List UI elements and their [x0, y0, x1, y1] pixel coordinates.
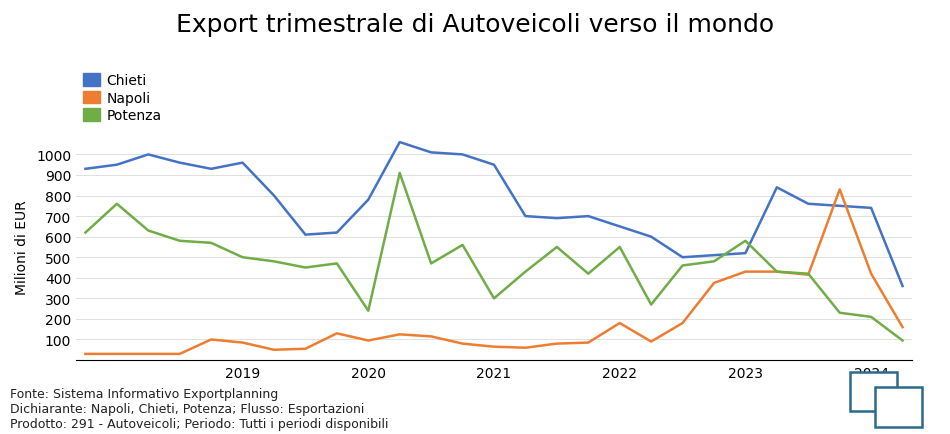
- Chieti: [174, 161, 185, 166]
- Chieti: [709, 253, 720, 258]
- Napoli: [457, 341, 468, 346]
- Potenza: [897, 338, 908, 343]
- Chieti: [614, 224, 625, 230]
- Napoli: [676, 321, 688, 326]
- Chieti: [268, 194, 279, 199]
- Potenza: [676, 263, 688, 269]
- Napoli: [551, 341, 562, 346]
- Potenza: [771, 270, 783, 275]
- Napoli: [174, 352, 185, 357]
- Napoli: [394, 332, 406, 337]
- Potenza: [111, 202, 123, 207]
- Potenza: [582, 271, 594, 276]
- Potenza: [268, 259, 279, 264]
- Potenza: [80, 230, 91, 236]
- Chieti: [111, 163, 123, 168]
- Line: Potenza: Potenza: [86, 174, 902, 341]
- Text: Fonte: Sistema Informativo Exportplanning
Dichiarante: Napoli, Chieti, Potenza; : Fonte: Sistema Informativo Exportplannin…: [10, 387, 388, 430]
- Potenza: [614, 245, 625, 250]
- Potenza: [363, 309, 374, 314]
- Chieti: [332, 230, 343, 236]
- Chieti: [394, 140, 406, 145]
- Chieti: [676, 255, 688, 260]
- Chieti: [740, 251, 751, 256]
- Potenza: [709, 259, 720, 264]
- Chieti: [803, 202, 814, 207]
- FancyBboxPatch shape: [876, 387, 922, 427]
- Napoli: [582, 340, 594, 345]
- Chieti: [80, 167, 91, 172]
- Potenza: [174, 239, 185, 244]
- Napoli: [300, 346, 312, 352]
- Napoli: [488, 344, 500, 349]
- Napoli: [740, 270, 751, 275]
- Potenza: [205, 241, 217, 246]
- Chieti: [457, 152, 468, 158]
- Napoli: [709, 281, 720, 286]
- Napoli: [645, 339, 656, 344]
- Chieti: [205, 167, 217, 172]
- Napoli: [268, 347, 279, 352]
- Potenza: [142, 228, 154, 233]
- Napoli: [834, 187, 846, 193]
- Potenza: [520, 270, 531, 275]
- Napoli: [803, 273, 814, 278]
- Napoli: [771, 270, 783, 275]
- Potenza: [488, 296, 500, 301]
- Napoli: [363, 338, 374, 343]
- Napoli: [614, 321, 625, 326]
- Chieti: [300, 233, 312, 238]
- Potenza: [394, 171, 406, 176]
- Napoli: [520, 345, 531, 351]
- Chieti: [865, 206, 877, 211]
- Potenza: [237, 255, 248, 260]
- Napoli: [426, 334, 437, 339]
- Chieti: [582, 214, 594, 219]
- Potenza: [457, 243, 468, 248]
- Chieti: [237, 161, 248, 166]
- Napoli: [865, 271, 877, 276]
- Chieti: [771, 185, 783, 191]
- Napoli: [897, 325, 908, 330]
- Legend: Chieti, Napoli, Potenza: Chieti, Napoli, Potenza: [83, 74, 162, 123]
- Potenza: [865, 315, 877, 320]
- Napoli: [80, 352, 91, 357]
- Potenza: [332, 261, 343, 266]
- Napoli: [111, 352, 123, 357]
- FancyBboxPatch shape: [849, 372, 897, 411]
- Chieti: [645, 234, 656, 240]
- Chieti: [834, 204, 846, 209]
- Line: Napoli: Napoli: [86, 190, 902, 354]
- Chieti: [142, 152, 154, 158]
- Potenza: [426, 261, 437, 266]
- Chieti: [363, 197, 374, 203]
- Napoli: [142, 352, 154, 357]
- Napoli: [205, 337, 217, 342]
- Potenza: [551, 245, 562, 250]
- Napoli: [332, 331, 343, 336]
- Potenza: [645, 302, 656, 307]
- Chieti: [897, 284, 908, 289]
- Chieti: [488, 163, 500, 168]
- Potenza: [803, 271, 814, 276]
- Text: Export trimestrale di Autoveicoli verso il mondo: Export trimestrale di Autoveicoli verso …: [176, 13, 774, 37]
- Potenza: [834, 310, 846, 316]
- Line: Chieti: Chieti: [86, 143, 902, 286]
- Potenza: [740, 239, 751, 244]
- Potenza: [300, 265, 312, 270]
- Chieti: [551, 216, 562, 221]
- Chieti: [426, 151, 437, 156]
- Y-axis label: Milioni di EUR: Milioni di EUR: [15, 200, 29, 295]
- Napoli: [237, 340, 248, 345]
- Chieti: [520, 214, 531, 219]
